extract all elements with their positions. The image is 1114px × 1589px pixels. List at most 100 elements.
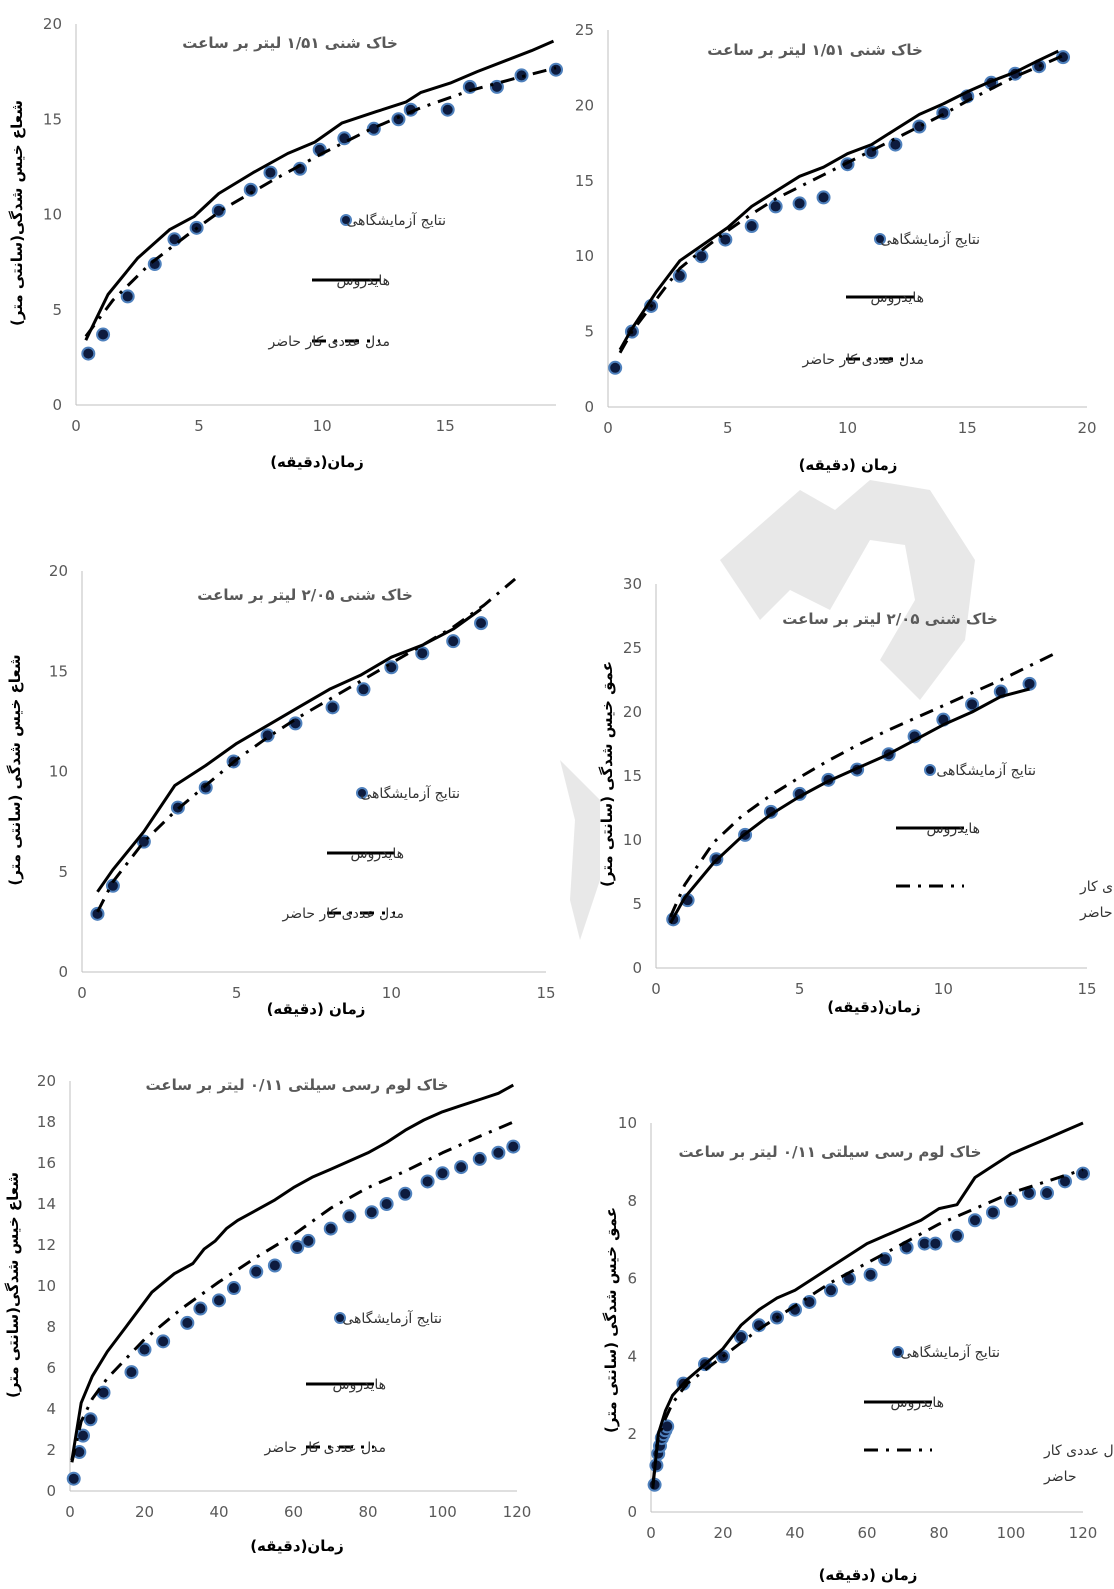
y-axis-label: عمق خیس شدگی (سانتی متر) [602,1207,620,1433]
legend-label: مدل عددی کار حاضر [268,334,391,350]
series-line-hydrus [96,607,482,893]
series-line-model [651,1168,1084,1485]
data-point [364,1205,379,1220]
y-tick-label: 25 [575,21,594,39]
x-tick-label: 0 [65,1503,75,1521]
y-axis-label: شعاع خیس شدگی(سانتی متر) [4,1172,22,1398]
legend-marker [924,764,936,776]
y-tick-label: 6 [46,1359,56,1377]
data-point [356,682,371,697]
x-tick-label: 20 [135,1503,154,1521]
data-point [744,219,759,234]
x-axis-label: زمان(دقیقه) [270,453,364,471]
legend-label: مدل عددی کار حاضر [282,906,405,922]
data-point [267,1258,282,1273]
y-tick-label: 30 [623,575,642,593]
data-point [391,112,406,127]
x-tick-label: 10 [382,984,401,1002]
legend-marker [334,1312,346,1324]
x-tick-label: 0 [646,1524,656,1542]
data-point [912,119,927,134]
data-point [672,268,687,283]
data-point [454,1160,469,1175]
y-tick-label: 0 [52,396,62,414]
chart-title: خاک شنی ۲/۰۵ لیتر بر ساعت [782,610,998,628]
y-tick-label: 20 [575,96,594,114]
y-tick-label: 14 [37,1195,56,1213]
legend-label: نتایج آزمایشگاهی [360,785,460,802]
y-tick-label: 8 [46,1318,56,1336]
data-point [446,634,461,649]
y-tick-label: 18 [37,1113,56,1131]
legend-label: هایدروس [336,273,390,289]
data-point [180,1315,195,1330]
data-point [968,1213,982,1228]
y-tick-label: 20 [43,15,62,33]
data-point [888,137,903,152]
series-line-hydrus [651,1121,1084,1489]
legend-marker [892,1346,904,1358]
chart-title: خاک لوم رسی سیلتی ۰/۱۱ لیتر بر ساعت [679,1143,982,1161]
y-tick-label: 5 [52,301,62,319]
y-tick-label: 10 [618,1114,637,1132]
watermark-shape [720,480,975,700]
x-axis-label: زمان(دقیقه) [827,998,921,1016]
data-point [1040,1186,1054,1201]
data-point [549,62,563,77]
chart-title: خاک شنی ۲/۰۵ لیتر بر ساعت [197,586,413,604]
data-point [81,346,96,361]
series-line-model [669,650,1059,918]
data-point [342,1209,357,1224]
x-tick-label: 120 [1069,1524,1098,1542]
data-point [379,1197,394,1211]
legend-label: هایدروس [926,821,980,837]
legend-label-line: حاضر [1079,905,1113,921]
x-tick-label: 20 [1077,419,1096,437]
data-point [90,906,105,921]
legend-label: نتایج آزمایشگاهی [342,1310,442,1327]
y-tick-label: 20 [37,1072,56,1090]
y-tick-label: 10 [575,247,594,265]
data-point [415,646,430,661]
x-tick-label: 5 [232,984,242,1002]
y-tick-label: 6 [627,1270,637,1288]
y-axis-label: عمق خیس شدگی (سانتی متر) [598,661,616,887]
data-point [491,1145,506,1160]
x-tick-label: 80 [358,1503,377,1521]
chart-panel: 0 5 10 15 0 5 10 15 20 خاک شنی ۲/۰۵ لیتر بر ساعت ز… [6,562,556,1018]
y-tick-label: 5 [58,863,68,881]
y-tick-label: 0 [627,1503,637,1521]
x-axis-label: زمان (دقیقه) [799,456,898,474]
x-axis-label: زمان(دقیقه) [250,1537,344,1555]
x-tick-label: 0 [651,980,661,998]
y-tick-label: 2 [46,1441,56,1459]
legend-label: مدل عددی کار حاضر [264,1440,387,1456]
data-point [816,190,831,205]
y-axis-label: شعاع خیس شدگی (سانتی متر) [6,654,24,885]
data-point [928,1236,943,1251]
y-tick-label: 10 [49,763,68,781]
y-tick-label: 2 [627,1425,637,1443]
x-tick-label: 0 [77,984,87,1002]
y-tick-label: 12 [37,1236,56,1254]
chart-panel: 0 20 40 60 80 100 120 0 2 4 6 8 10 12 14 16 18 20 خاک لوم … [4,1072,531,1555]
y-tick-label: 4 [627,1347,637,1365]
data-point [212,1293,226,1308]
y-tick-label: 15 [575,172,594,190]
x-tick-label: 120 [503,1503,532,1521]
legend-label: هایدروس [332,1377,386,1393]
y-tick-label: 15 [49,662,68,680]
data-point [96,327,111,342]
x-tick-label: 5 [795,980,805,998]
legend-label: مدل عددی کار حاضر [802,352,925,368]
legend-label: مدل عددی کار حاضر [1043,1443,1114,1485]
data-point [792,196,807,211]
legend-label-line: مدل عددی کار [1079,879,1114,895]
legend-label-line: مدل عددی کار [1043,1443,1114,1459]
y-tick-label: 0 [632,959,642,977]
y-tick-label: 20 [49,562,68,580]
data-point [156,1334,171,1349]
series-line-hydrus [84,39,555,341]
data-point [694,249,709,264]
